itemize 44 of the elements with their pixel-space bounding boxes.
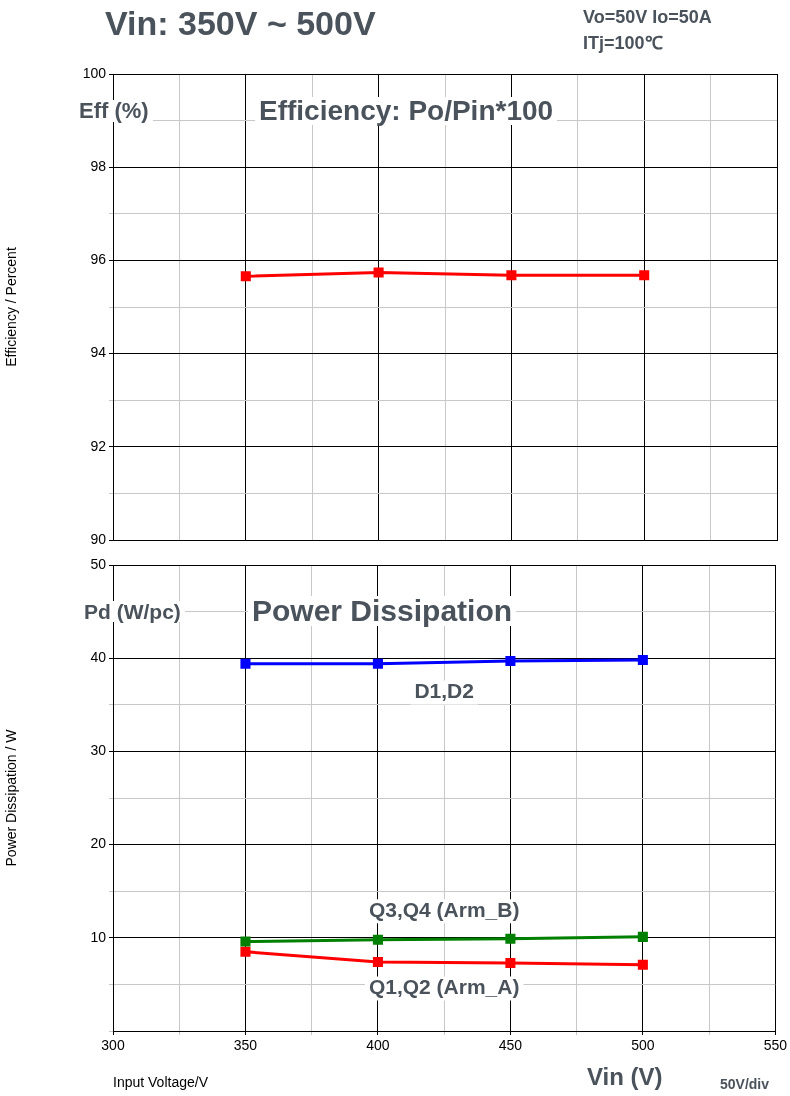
x-tick-label: 350: [233, 1037, 258, 1054]
series-label: D1,D2: [414, 679, 474, 703]
y-tick-label: 30: [90, 742, 107, 759]
point: [240, 658, 251, 669]
y-tick-label: 50: [90, 555, 107, 572]
point: [505, 957, 516, 968]
x-tick-label: 550: [763, 1037, 788, 1054]
y-tick-label: 10: [90, 928, 107, 945]
annotation: Power Dissipation: [248, 594, 517, 627]
y-tick-label: 20: [90, 835, 107, 852]
point: [372, 957, 383, 968]
text: Vo=50V Io=50A: [583, 7, 712, 27]
annotation: Eff (%): [75, 98, 153, 123]
text: ITj=100℃: [583, 33, 663, 53]
y-tick-label: 90: [90, 530, 107, 547]
series-label: Q1,Q2 (Arm_A): [368, 975, 520, 999]
text: Vin (V): [587, 1063, 663, 1090]
point: [637, 655, 648, 666]
y-tick-label: 100: [82, 64, 107, 81]
chart-title: Vin: 350V ~ 500V: [105, 4, 376, 42]
y-tick-label: 98: [90, 158, 107, 175]
y-tick-label: 96: [90, 251, 107, 268]
annotation: Pd (W/pc): [80, 600, 185, 623]
y-axis-title: Efficiency / Percent: [3, 247, 20, 367]
point: [637, 931, 648, 942]
point: [372, 658, 383, 669]
y-tick-label: 94: [90, 344, 107, 361]
text: 50V/div: [720, 1076, 770, 1092]
y-tick-label: 92: [90, 437, 107, 454]
point: [637, 959, 648, 970]
point: [505, 933, 516, 944]
x-axis-title: Input Voltage/V: [113, 1074, 209, 1091]
point: [372, 934, 383, 945]
x-tick-label: 500: [631, 1037, 655, 1054]
series-label: Q3,Q4 (Arm_B): [368, 897, 520, 921]
y-tick-label: 40: [90, 649, 107, 666]
x-tick-label: 300: [101, 1037, 125, 1054]
point: [240, 936, 251, 947]
point: [505, 655, 516, 667]
point: [240, 946, 251, 957]
annotation: Efficiency: Po/Pin*100: [255, 95, 558, 126]
x-tick-label: 400: [366, 1037, 390, 1054]
y-axis-title: Power Dissipation / W: [3, 728, 20, 867]
x-tick-label: 450: [498, 1037, 523, 1054]
